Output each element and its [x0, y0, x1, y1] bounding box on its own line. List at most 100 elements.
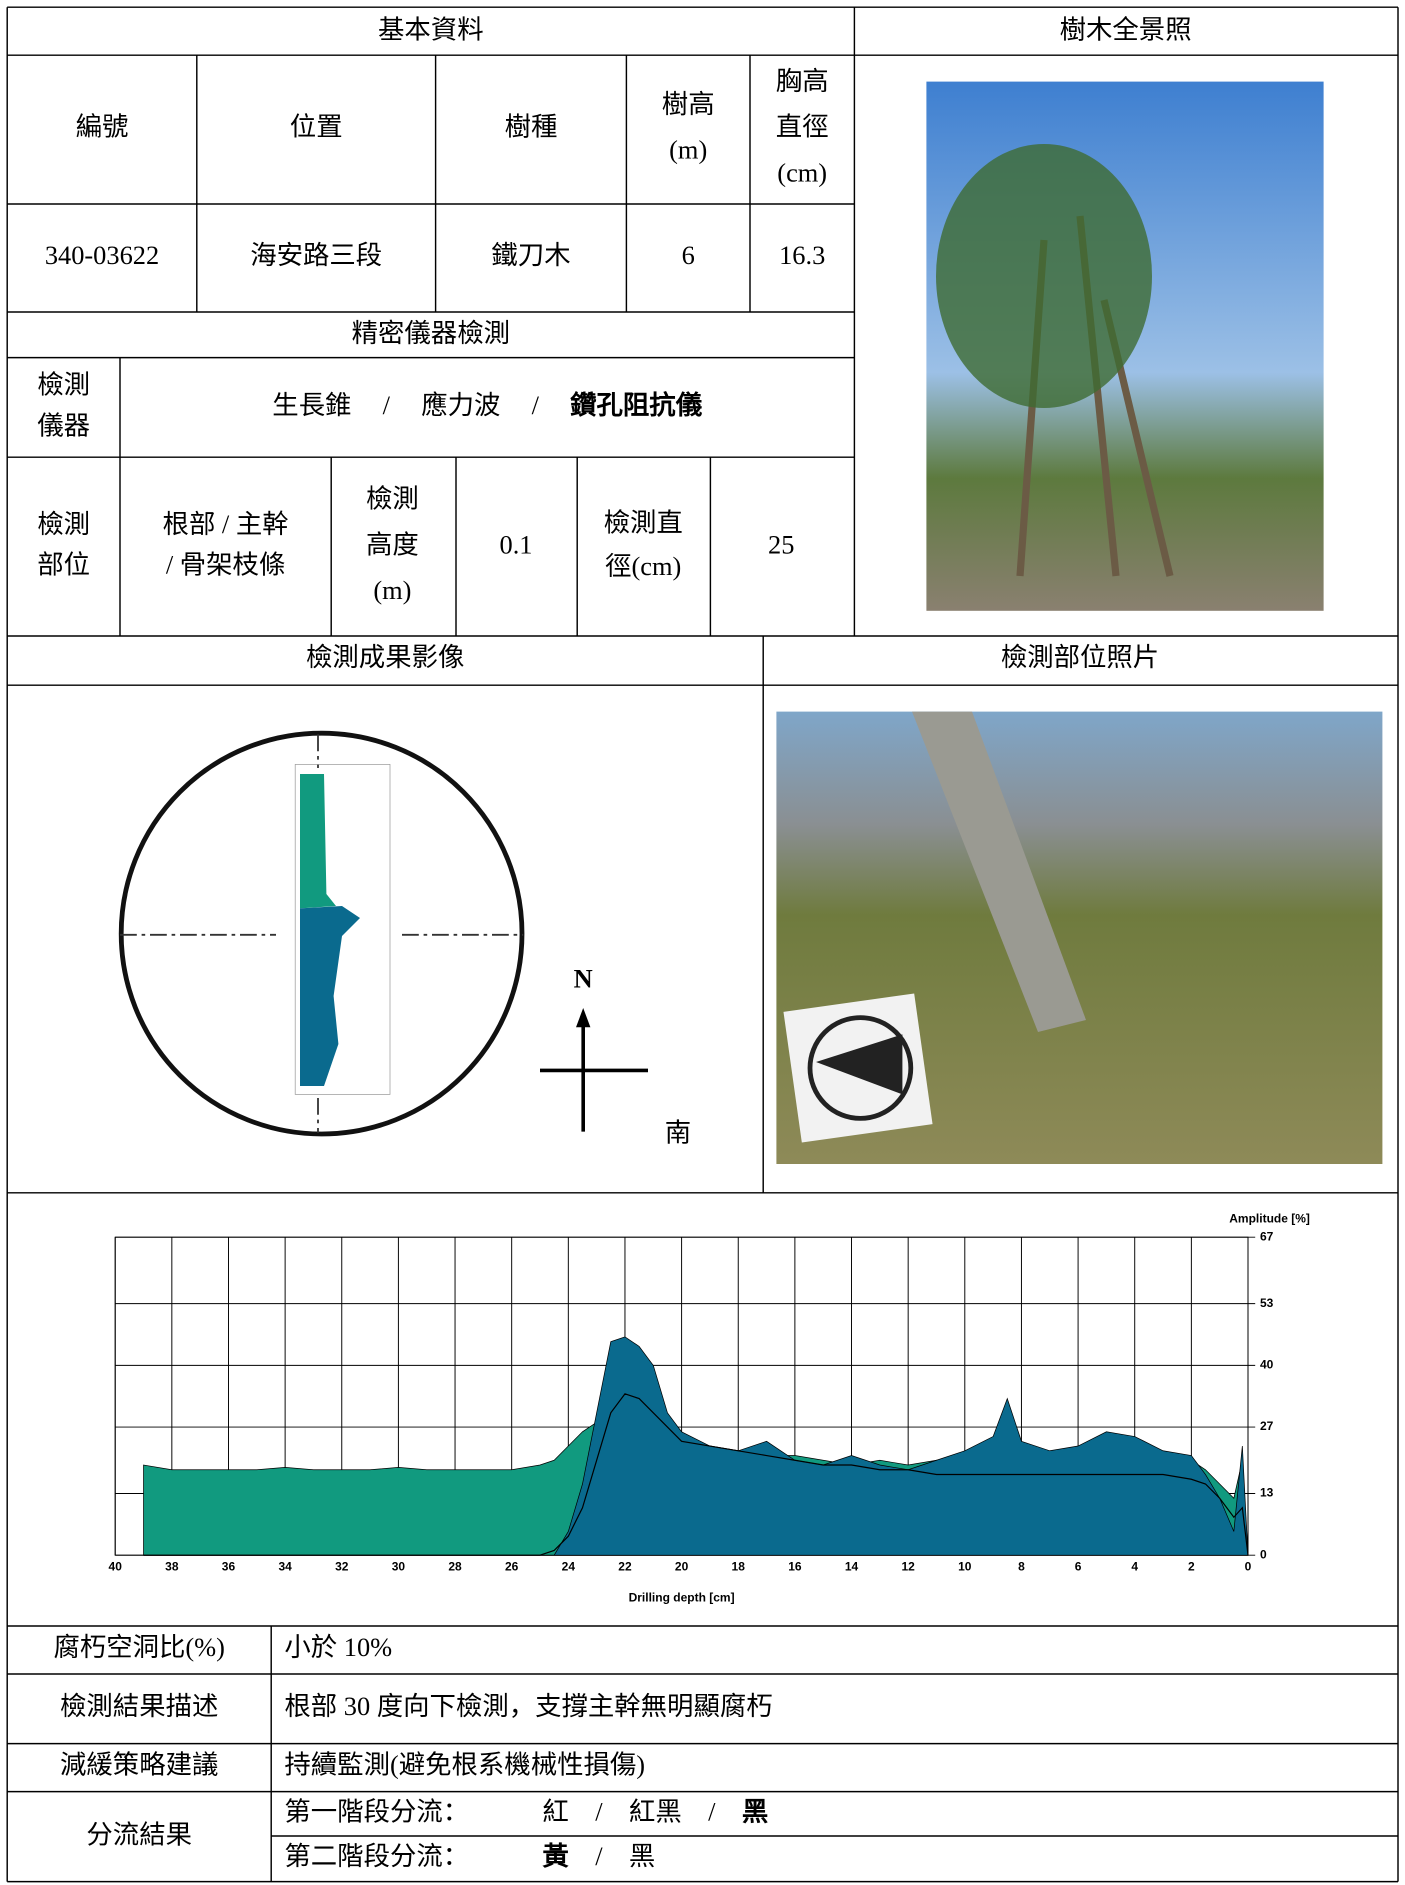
x-tick-label: 32	[335, 1559, 349, 1573]
section-title: 精密儀器檢測	[352, 318, 510, 348]
column-header: 檢測直	[604, 508, 683, 538]
trend-line	[143, 1393, 1249, 1556]
section-title: 檢測部位照片	[1001, 642, 1159, 672]
option: 紅	[542, 1796, 568, 1826]
compass-arrow	[816, 1034, 903, 1095]
x-tick-label: 38	[165, 1559, 179, 1573]
row-label: 檢測	[37, 370, 90, 400]
south-label: 南	[665, 1117, 691, 1147]
option: /	[532, 390, 540, 420]
x-tick-label: 40	[109, 1559, 123, 1573]
x-axis-label: Drilling depth [cm]	[629, 1591, 735, 1605]
option: 黑	[742, 1796, 768, 1826]
compass-arrowhead	[576, 1008, 591, 1028]
option-line: 紅 / 紅黑 / 黑	[542, 1796, 768, 1826]
y-tick-label: 53	[1260, 1296, 1274, 1310]
mini-chart-area	[300, 906, 361, 1087]
option: 黃	[542, 1841, 569, 1871]
column-header: 直徑	[776, 112, 829, 142]
north-label: N	[574, 964, 593, 994]
section-title: 樹木全景照	[1060, 14, 1192, 44]
cell-value: 持續監測(避免根系機械性損傷)	[284, 1750, 645, 1780]
option: 鑽孔阻抗儀	[570, 390, 703, 420]
separator: /	[595, 1841, 603, 1871]
mini-chart-area	[300, 774, 337, 909]
column-header: 胸高	[776, 66, 829, 96]
cell-value: 小於 10%	[284, 1632, 392, 1662]
x-tick-label: 4	[1131, 1559, 1138, 1573]
option-line: 黃 / 黑	[542, 1841, 655, 1871]
x-tick-label: 16	[788, 1559, 802, 1573]
row-label: 儀器	[37, 410, 90, 440]
row-label: 檢測結果描述	[60, 1691, 218, 1721]
row-label: 檢測	[37, 509, 90, 539]
column-header: (m)	[373, 575, 411, 605]
y-axis-label: Amplitude [%]	[1229, 1211, 1310, 1225]
x-tick-label: 28	[448, 1559, 462, 1573]
column-header: (cm)	[777, 157, 827, 187]
y-tick-label: 13	[1260, 1486, 1274, 1500]
x-tick-label: 22	[618, 1559, 632, 1573]
x-tick-label: 18	[732, 1559, 746, 1573]
x-tick-label: 2	[1188, 1559, 1195, 1573]
section-title: 檢測成果影像	[306, 642, 464, 672]
cell-value: 25	[768, 529, 794, 559]
stage-label: 第一階段分流：	[284, 1796, 469, 1826]
y-tick-label: 0	[1260, 1547, 1267, 1561]
y-tick-label: 27	[1260, 1419, 1274, 1433]
section-title: 基本資料	[378, 14, 484, 44]
cell-value: 6	[682, 240, 695, 270]
x-tick-label: 36	[222, 1559, 236, 1573]
column-header: 高度	[366, 529, 419, 559]
x-tick-label: 24	[562, 1559, 576, 1573]
cell-value: 340-03622	[45, 240, 159, 270]
cell-value: 鐵刀木	[491, 240, 570, 270]
column-header: 樹高	[662, 89, 715, 119]
x-tick-label: 6	[1075, 1559, 1082, 1573]
column-header: 徑(cm)	[605, 551, 681, 581]
axis-line	[120, 734, 524, 1133]
x-tick-label: 12	[901, 1559, 915, 1573]
cell-value: 16.3	[779, 240, 825, 270]
row-label: 腐朽空洞比(%)	[53, 1632, 225, 1662]
x-tick-label: 8	[1018, 1559, 1025, 1573]
column-header: 樹種	[505, 112, 558, 142]
option: 黑	[629, 1841, 655, 1871]
cell-value: 海安路三段	[250, 240, 382, 270]
x-tick-label: 26	[505, 1559, 519, 1573]
row-label: 減緩策略建議	[60, 1750, 218, 1780]
cell-value: 0.1	[500, 529, 533, 559]
separator: /	[595, 1796, 603, 1826]
tree-trunk	[912, 711, 1087, 1033]
option: 紅黑	[629, 1796, 682, 1826]
column-header: (m)	[669, 134, 707, 164]
cell-value: 根部 30 度向下檢測，支撐主幹無明顯腐朽	[284, 1691, 772, 1721]
option: 生長錐	[272, 390, 351, 420]
compass-cross	[540, 1020, 649, 1132]
row-label: 分流結果	[86, 1819, 192, 1849]
mini-chart-frame	[294, 764, 391, 1095]
x-tick-label: 30	[392, 1559, 406, 1573]
cell-value: / 骨架枝條	[166, 550, 286, 580]
x-tick-label: 20	[675, 1559, 689, 1573]
option: /	[383, 390, 391, 420]
option: 應力波	[421, 390, 500, 420]
option-line: 生長錐 / 應力波 / 鑽孔阻抗儀	[272, 390, 702, 420]
y-tick-label: 40	[1260, 1358, 1274, 1372]
row-label: 部位	[37, 550, 90, 580]
x-tick-label: 14	[845, 1559, 859, 1573]
cross-section-circle	[118, 730, 525, 1137]
stage-label: 第二階段分流：	[284, 1841, 469, 1871]
compass-icon	[807, 1015, 914, 1121]
column-header: 編號	[76, 112, 129, 142]
column-header: 位置	[290, 112, 343, 142]
x-tick-label: 10	[958, 1559, 972, 1573]
separator: /	[708, 1796, 716, 1826]
column-header: 檢測	[366, 484, 419, 514]
x-tick-label: 34	[278, 1559, 292, 1573]
cell-value: 根部 / 主幹	[163, 509, 289, 539]
tree-canopy	[936, 144, 1153, 409]
y-tick-label: 67	[1260, 1229, 1274, 1243]
